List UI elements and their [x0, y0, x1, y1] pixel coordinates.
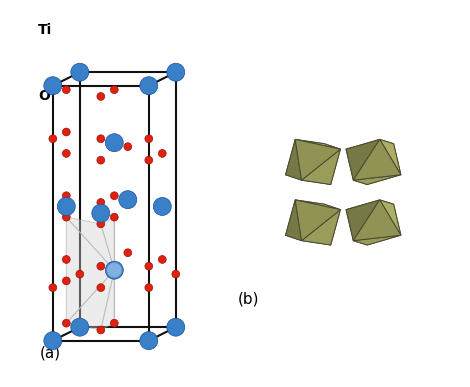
Polygon shape [324, 204, 340, 245]
Polygon shape [295, 200, 340, 210]
Circle shape [44, 332, 62, 350]
Polygon shape [346, 200, 380, 241]
Circle shape [97, 326, 105, 334]
Polygon shape [346, 139, 380, 180]
Polygon shape [346, 139, 393, 149]
Polygon shape [286, 139, 302, 180]
Polygon shape [286, 235, 331, 245]
Circle shape [63, 213, 70, 221]
Circle shape [97, 284, 105, 291]
Polygon shape [380, 200, 401, 235]
Circle shape [145, 156, 153, 164]
Circle shape [124, 249, 132, 257]
Circle shape [97, 92, 105, 100]
Circle shape [63, 277, 70, 285]
Text: (b): (b) [238, 292, 259, 307]
Circle shape [63, 86, 70, 94]
Polygon shape [380, 139, 401, 175]
Circle shape [167, 63, 185, 81]
Circle shape [97, 156, 105, 164]
Circle shape [92, 204, 110, 222]
Polygon shape [286, 200, 302, 241]
Circle shape [158, 255, 166, 264]
Circle shape [97, 135, 105, 143]
Circle shape [145, 284, 153, 291]
Polygon shape [286, 139, 324, 175]
Polygon shape [324, 144, 340, 185]
Polygon shape [295, 200, 340, 241]
Circle shape [71, 63, 89, 81]
Circle shape [145, 135, 153, 143]
Circle shape [44, 77, 62, 95]
Circle shape [63, 255, 70, 264]
Polygon shape [346, 210, 367, 245]
Circle shape [63, 192, 70, 200]
Circle shape [105, 261, 123, 279]
Circle shape [49, 135, 57, 143]
Polygon shape [367, 144, 401, 185]
Circle shape [172, 270, 180, 278]
Polygon shape [295, 139, 340, 149]
Circle shape [107, 262, 122, 278]
Circle shape [63, 149, 70, 157]
Circle shape [140, 332, 158, 350]
Polygon shape [295, 139, 340, 180]
Circle shape [49, 284, 57, 291]
Circle shape [110, 86, 118, 94]
Polygon shape [286, 144, 331, 185]
Text: O: O [38, 89, 50, 103]
Circle shape [63, 128, 70, 136]
Polygon shape [286, 200, 324, 235]
Polygon shape [286, 175, 331, 185]
Circle shape [167, 318, 185, 336]
Polygon shape [353, 139, 401, 180]
Polygon shape [346, 204, 393, 245]
Polygon shape [346, 200, 393, 210]
Circle shape [71, 318, 89, 336]
Circle shape [97, 262, 105, 270]
Circle shape [63, 319, 70, 327]
Polygon shape [346, 149, 367, 185]
Circle shape [57, 197, 75, 216]
Polygon shape [302, 210, 340, 245]
Circle shape [153, 197, 171, 216]
Text: (a): (a) [39, 346, 61, 360]
Polygon shape [302, 149, 340, 185]
Circle shape [145, 262, 153, 270]
Polygon shape [367, 204, 401, 245]
Circle shape [119, 191, 137, 209]
Polygon shape [353, 175, 401, 185]
Polygon shape [66, 217, 114, 330]
Circle shape [97, 220, 105, 228]
Circle shape [105, 134, 123, 152]
Circle shape [158, 149, 166, 157]
Circle shape [110, 192, 118, 200]
Polygon shape [353, 200, 401, 241]
Circle shape [110, 319, 118, 327]
Circle shape [97, 199, 105, 206]
Polygon shape [346, 144, 393, 185]
Text: Ti: Ti [38, 23, 52, 37]
Polygon shape [286, 204, 331, 245]
Circle shape [76, 270, 84, 278]
Circle shape [140, 77, 158, 95]
Circle shape [110, 213, 118, 221]
Circle shape [124, 143, 132, 151]
Polygon shape [353, 235, 401, 245]
